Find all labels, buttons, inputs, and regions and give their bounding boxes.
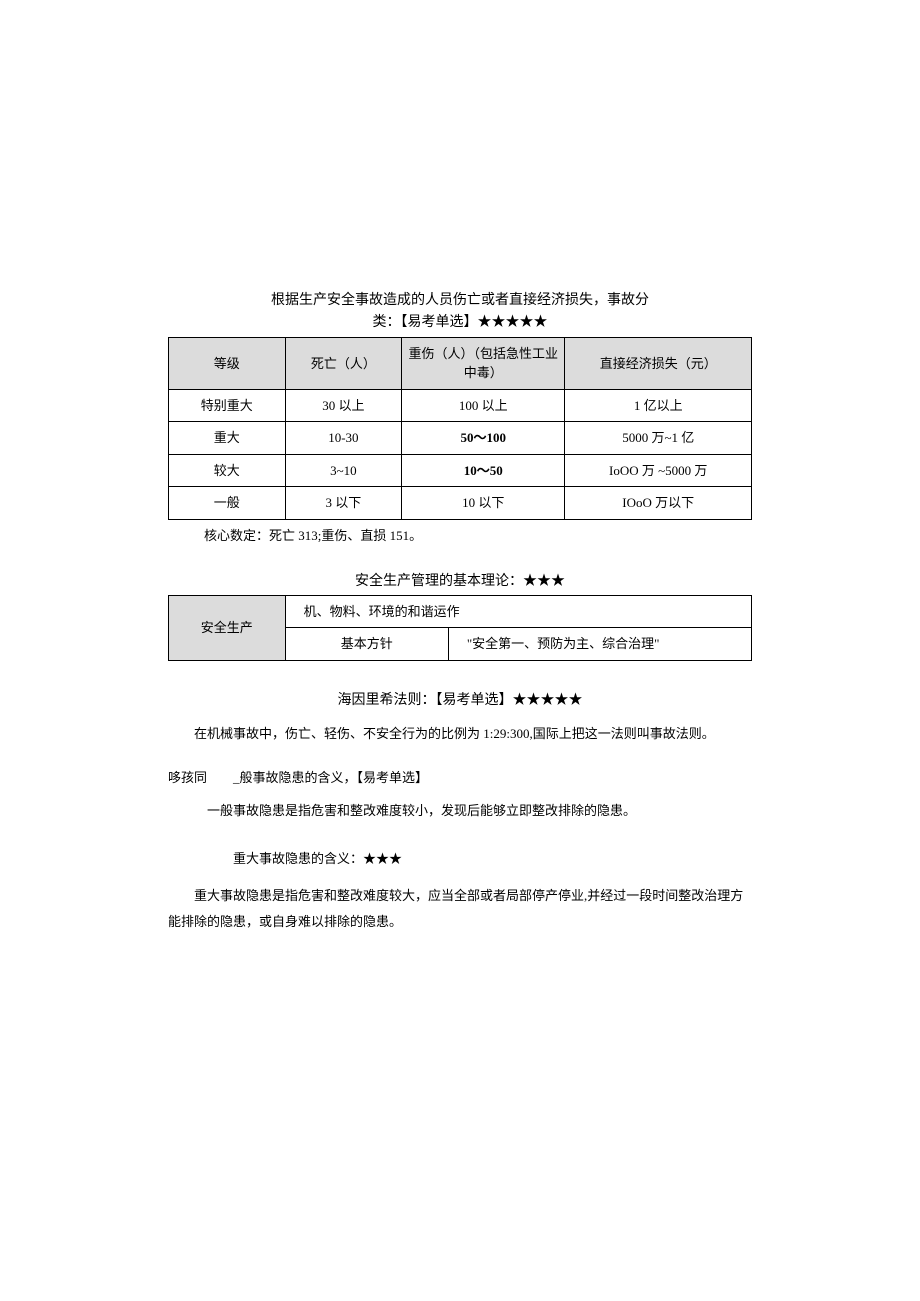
section-title-5: 重大事故隐患的含义：★★★ (168, 848, 752, 867)
cell: 一般 (169, 487, 286, 520)
cell: IOoO 万以下 (565, 487, 752, 520)
major-hazard-paragraph: 重大事故隐患是指危害和整改难度较大，应当全部或者局部停产停业,并经过一段时间整改… (168, 883, 752, 935)
cell: 特别重大 (169, 389, 286, 422)
col-header-level: 等级 (169, 337, 286, 389)
table-row: 较大 3~10 10～50 IoOO 万 ~5000 万 (169, 454, 752, 487)
col-header-loss: 直接经济损失（元） (565, 337, 752, 389)
section-title-1: 根据生产安全事故造成的人员伤亡或者直接经济损失，事故分 类：【易考单选】★★★★… (168, 290, 752, 335)
document-page: 根据生产安全事故造成的人员伤亡或者直接经济损失，事故分 类：【易考单选】★★★★… (0, 0, 920, 1003)
cell: 30 以上 (285, 389, 402, 422)
table-row: 特别重大 30 以上 100 以上 1 亿以上 (169, 389, 752, 422)
col-header-injury: 重伤（人）（包括急性工业中毒） (402, 337, 565, 389)
heinrich-paragraph: 在机械事故中，伤亡、轻伤、不安全行为的比例为 1:29:300,国际上把这一法则… (168, 721, 752, 747)
table-row: 重大 10-30 50～100 5000 万~1 亿 (169, 422, 752, 455)
title4-main: _般事故隐患的含义，【易考单选】 (233, 770, 428, 785)
cell: 3 以下 (285, 487, 402, 520)
accident-classification-table: 等级 死亡（人） 重伤（人）（包括急性工业中毒） 直接经济损失（元） 特别重大 … (168, 337, 752, 520)
cell: 5000 万~1 亿 (565, 422, 752, 455)
title1-line2: 类：【易考单选】★★★★★ (373, 315, 548, 330)
col-header-death: 死亡（人） (285, 337, 402, 389)
cell: 100 以上 (402, 389, 565, 422)
row-header-safety: 安全生产 (169, 595, 286, 660)
cell: "安全第一、预防为主、综合治理" (448, 628, 751, 661)
cell: IoOO 万 ~5000 万 (565, 454, 752, 487)
title1-line1: 根据生产安全事故造成的人员伤亡或者直接经济损失，事故分 (271, 293, 649, 308)
cell: 3~10 (285, 454, 402, 487)
table-row: 一般 3 以下 10 以下 IOoO 万以下 (169, 487, 752, 520)
cell: 机、物料、环境的和谐运作 (285, 595, 751, 628)
title4-prefix: 哆孩同 (168, 770, 207, 785)
section-title-3: 海因里希法则：【易考单选】★★★★★ (168, 689, 752, 709)
cell: 1 亿以上 (565, 389, 752, 422)
cell: 10-30 (285, 422, 402, 455)
cell: 50～100 (402, 422, 565, 455)
cell: 10 以下 (402, 487, 565, 520)
table-row: 安全生产 机、物料、环境的和谐运作 (169, 595, 752, 628)
cell: 较大 (169, 454, 286, 487)
cell: 10～50 (402, 454, 565, 487)
core-number-note: 核心数定：死亡 313;重伤、直损 151。 (168, 526, 752, 547)
general-hazard-paragraph: 一般事故隐患是指危害和整改难度较小，发现后能够立即整改排除的隐患。 (168, 798, 752, 824)
table-header-row: 等级 死亡（人） 重伤（人）（包括急性工业中毒） 直接经济损失（元） (169, 337, 752, 389)
cell: 重大 (169, 422, 286, 455)
section-title-4: 哆孩同 _般事故隐患的含义，【易考单选】 (168, 767, 752, 786)
cell: 基本方针 (285, 628, 448, 661)
section-title-2: 安全生产管理的基本理论：★★★ (168, 571, 752, 593)
safety-theory-table: 安全生产 机、物料、环境的和谐运作 基本方针 "安全第一、预防为主、综合治理" (168, 595, 752, 661)
